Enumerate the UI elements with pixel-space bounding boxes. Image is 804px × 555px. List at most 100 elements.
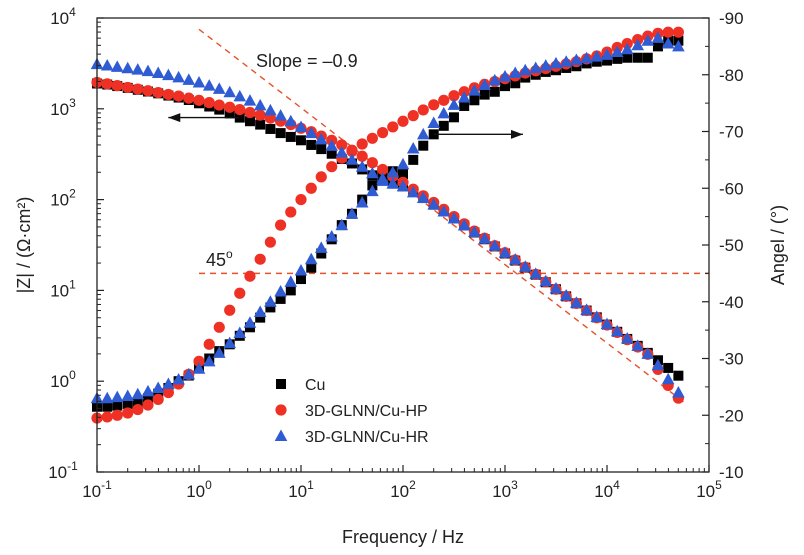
y-right-tick-label: -30 — [719, 350, 744, 369]
phase-point-triangle — [345, 207, 359, 219]
impedance-point-triangle — [233, 89, 247, 102]
impedance-point-triangle — [478, 232, 491, 244]
impedance-point-triangle — [243, 94, 257, 106]
impedance-point-triangle — [192, 75, 206, 88]
impedance-point-triangle — [416, 191, 430, 204]
phase-point-triangle — [212, 346, 226, 358]
phase-point-triangle — [396, 157, 410, 170]
impedance-point-square — [285, 131, 296, 142]
impedance-point-triangle — [661, 372, 675, 385]
phase-point-circle — [285, 206, 297, 218]
legend-item: Cu — [276, 377, 325, 394]
impedance-point-triangle — [212, 82, 226, 94]
phase-point-triangle — [182, 367, 196, 380]
impedance-point-triangle — [386, 177, 400, 189]
y-right-tick-label: -40 — [719, 293, 744, 312]
phase-point-triangle — [427, 116, 441, 128]
phase-point-square — [296, 274, 306, 285]
x-tick-label: 102 — [390, 478, 416, 501]
impedance-point-triangle — [325, 139, 339, 151]
impedance-point-triangle — [549, 281, 563, 294]
phase-point-circle — [275, 219, 287, 231]
impedance-point-circle — [356, 150, 368, 162]
phase-point-triangle — [121, 389, 135, 401]
impedance-point-triangle — [590, 310, 604, 322]
phase-point-triangle — [580, 51, 593, 64]
impedance-point-triangle — [355, 160, 369, 172]
impedance-point-triangle — [100, 58, 114, 71]
series-layer — [90, 26, 685, 424]
phase-point-square — [448, 112, 459, 123]
impedance-point-square — [663, 362, 674, 373]
phase-point-triangle — [141, 384, 155, 397]
phase-point-square — [591, 56, 602, 67]
y-left-tick-label: 10-1 — [48, 459, 78, 482]
phase-point-triangle — [672, 39, 685, 52]
arrow-head — [510, 129, 523, 139]
impedance-point-square — [265, 123, 276, 134]
impedance-point-triangle — [366, 166, 379, 179]
y-left-axis: 10-1 100 101 102 103 104 — [48, 5, 104, 482]
y-left-tick-label: 104 — [50, 5, 76, 28]
phase-point-circle — [397, 115, 409, 127]
phase-point-triangle — [508, 66, 522, 79]
impedance-point-triangle — [345, 153, 359, 165]
impedance-point-triangle — [294, 120, 308, 133]
phase-point-circle — [264, 236, 276, 248]
phase-point-square — [142, 393, 153, 404]
phase-point-triangle — [386, 165, 400, 178]
phase-point-square — [275, 293, 286, 304]
y-right-tick-label: -10 — [719, 463, 744, 482]
phase-point-square — [622, 52, 633, 63]
phase-point-square — [408, 154, 419, 165]
phase-point-triangle — [172, 372, 185, 385]
phase-point-circle — [101, 411, 113, 423]
impedance-point-square — [275, 128, 286, 139]
legend-item: 3D-GLNN/Cu-HR — [274, 429, 429, 446]
phase-point-triangle — [294, 264, 308, 276]
impedance-point-circle — [224, 101, 236, 113]
phase-point-square — [479, 89, 490, 100]
phase-point-square — [652, 41, 663, 52]
phase-point-triangle — [478, 78, 491, 90]
phase-point-triangle — [314, 241, 328, 253]
impedance-point-triangle — [427, 198, 441, 210]
legend-marker-square — [276, 379, 286, 389]
legend-label: 3D-GLNN/Cu-HR — [305, 429, 429, 446]
impedance-point-triangle — [457, 218, 471, 231]
phase-point-triangle — [253, 305, 267, 317]
y-right-tick-label: -20 — [719, 406, 744, 425]
impedance-point-triangle — [468, 225, 481, 237]
phase-point-square — [438, 120, 449, 131]
legend-marker-triangle — [274, 429, 288, 441]
phase-point-triangle — [600, 48, 614, 60]
impedance-point-triangle — [529, 267, 543, 279]
impedance-point-triangle — [172, 70, 185, 83]
phase-point-circle — [346, 145, 358, 157]
impedance-point-triangle — [447, 211, 461, 224]
phase-point-circle — [377, 127, 389, 139]
phase-point-circle — [162, 386, 174, 399]
phase-point-square — [489, 86, 500, 97]
impedance-point-circle — [203, 97, 215, 109]
impedance-point-square — [673, 370, 684, 381]
phase-point-triangle — [131, 387, 145, 400]
phase-point-circle — [428, 99, 440, 111]
legend-label: Cu — [305, 377, 325, 394]
x-axis-title: Frequency / Hz — [342, 527, 464, 547]
phase-point-square — [112, 400, 123, 411]
impedance-point-triangle — [498, 246, 512, 258]
phase-point-square — [500, 81, 510, 92]
impedance-point-triangle — [151, 66, 165, 78]
phase-point-triangle — [529, 61, 543, 73]
phase-point-triangle — [498, 69, 512, 82]
phase-point-triangle — [610, 45, 624, 58]
phase-point-triangle — [223, 336, 237, 349]
impedance-point-triangle — [304, 126, 318, 139]
impedance-point-triangle — [559, 288, 573, 301]
phase-point-circle — [132, 403, 144, 416]
phase-point-circle — [387, 121, 399, 133]
impedance-point-circle — [142, 85, 154, 97]
phase-point-square — [459, 100, 470, 111]
impedance-point-circle — [101, 78, 113, 90]
